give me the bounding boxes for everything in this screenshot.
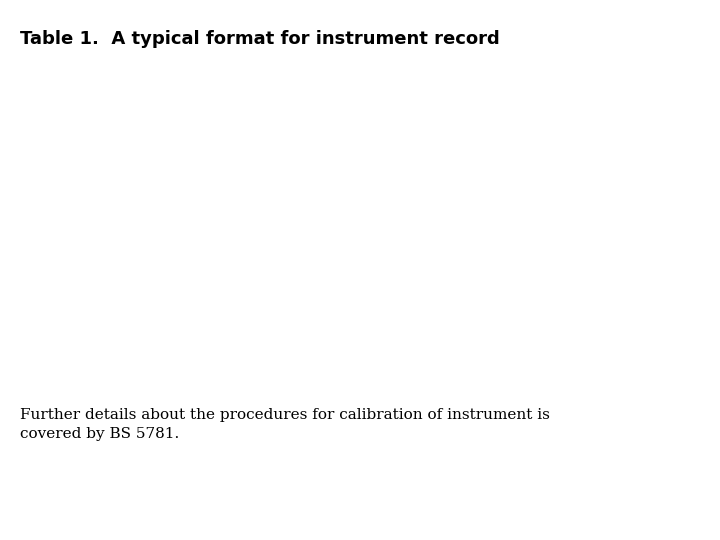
Text: Table 1.  A typical format for instrument record: Table 1. A typical format for instrument… <box>20 30 500 48</box>
Text: Further details about the procedures for calibration of instrument is
covered by: Further details about the procedures for… <box>20 408 550 441</box>
